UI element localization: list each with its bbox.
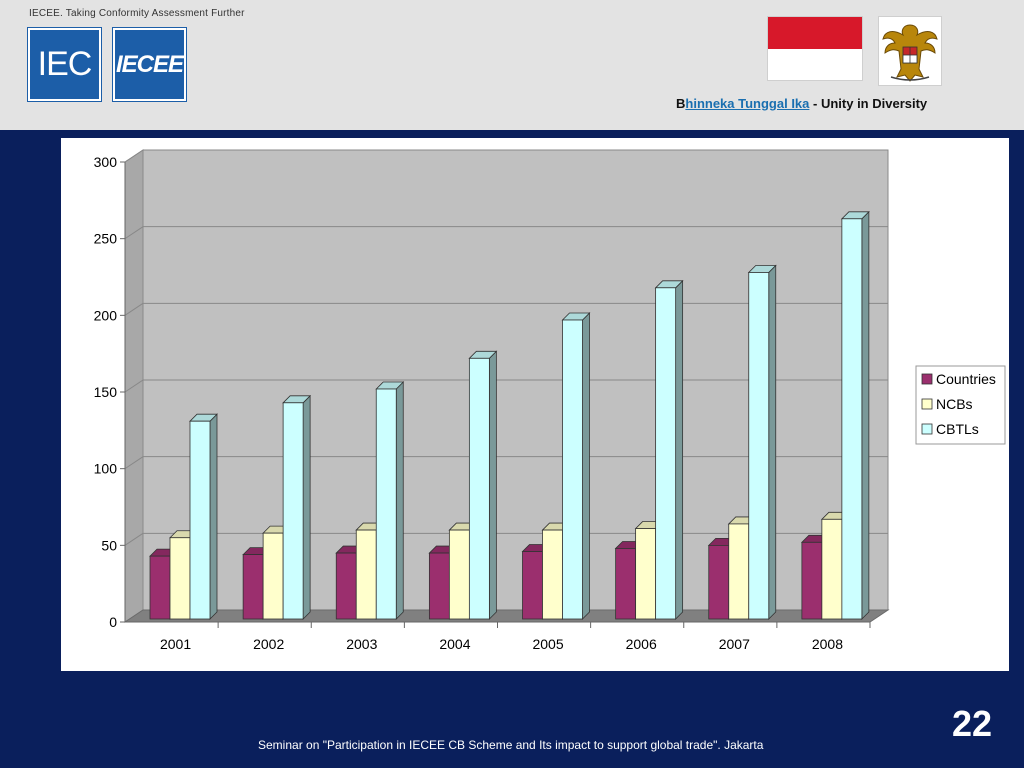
bar-cbtls-2007 [748, 272, 770, 620]
legend-label-ncbs: NCBs [936, 396, 973, 412]
bar-side-cbtls-2006 [675, 279, 684, 620]
bar-side-cbtls-2001 [209, 413, 218, 620]
motto-link[interactable]: hinneka Tunggal Ika [685, 96, 810, 111]
legend-label-countries: Countries [936, 371, 996, 387]
y-tick-label: 50 [101, 537, 117, 553]
bar-ncbs-2002 [262, 532, 284, 620]
x-tick-label: 2004 [439, 636, 470, 652]
x-tick-label: 2002 [253, 636, 284, 652]
x-tick-label: 2005 [532, 636, 563, 652]
bar-ncbs-2003 [355, 529, 377, 620]
iec-logo: IEC [27, 27, 102, 102]
legend-swatch-cbtls [921, 423, 933, 435]
gridline-side [124, 456, 144, 470]
footer-caption: Seminar on "Participation in IECEE CB Sc… [258, 738, 764, 752]
slide-header: IECEE. Taking Conformity Assessment Furt… [0, 0, 1024, 130]
gridline-side [124, 379, 144, 393]
legend-label-cbtls: CBTLs [936, 421, 979, 437]
bar-ncbs-2008 [821, 518, 843, 620]
motto-prefix: B [676, 96, 686, 111]
bar-countries-2003 [335, 552, 357, 620]
gridline-side [124, 226, 144, 240]
bar-side-cbtls-2002 [302, 394, 311, 620]
motto-suffix: - Unity in Diversity [809, 96, 928, 111]
bar-cbtls-2005 [562, 319, 583, 620]
bar-cbtls-2004 [468, 357, 490, 620]
bar-side-cbtls-2008 [861, 210, 870, 620]
x-tick-label: 2008 [812, 636, 843, 652]
bar-cbtls-2008 [841, 218, 863, 620]
bar-side-cbtls-2007 [768, 264, 777, 620]
gridline-side [124, 532, 144, 546]
bar-side-cbtls-2004 [488, 350, 497, 620]
y-tick-label: 200 [94, 307, 118, 323]
x-tick-label: 2001 [160, 636, 191, 652]
bar-cbtls-2001 [189, 420, 211, 620]
header-tagline: IECEE. Taking Conformity Assessment Furt… [29, 8, 245, 19]
motto-text: Bhinneka Tunggal Ika - Unity in Diversit… [676, 96, 927, 111]
bar-countries-2008 [801, 541, 823, 620]
bar-side-cbtls-2005 [582, 312, 590, 620]
iecee-logo: IECEE [112, 27, 187, 102]
bar-chart: 0 50 100 150 200 250 300 2001 2002 2003 2004 2005 20… [94, 149, 1006, 652]
x-tick-label: 2006 [626, 636, 657, 652]
bar-ncbs-2005 [542, 529, 563, 620]
x-tick-label: 2003 [346, 636, 377, 652]
indonesia-flag-icon [768, 17, 862, 80]
bar-side-cbtls-2003 [395, 381, 404, 620]
bar-countries-2006 [615, 548, 637, 620]
chart-panel: 0 50 100 150 200 250 300 2001 2002 2003 2004 2005 20… [61, 138, 1009, 671]
y-tick-label: 0 [109, 614, 117, 630]
bar-cbtls-2002 [282, 402, 304, 620]
legend-swatch-countries [921, 373, 933, 385]
y-tick-label: 150 [94, 384, 118, 400]
page-number: 22 [952, 703, 993, 744]
bar-countries-2001 [149, 555, 171, 620]
bar-countries-2004 [428, 552, 450, 620]
bar-cbtls-2003 [375, 388, 397, 620]
garuda-emblem-icon [879, 17, 941, 85]
y-tick-label: 300 [94, 154, 118, 170]
bar-countries-2007 [708, 544, 730, 620]
y-tick-label: 100 [94, 461, 118, 477]
bar-countries-2002 [242, 554, 264, 620]
bar-countries-2005 [522, 551, 543, 620]
gridline-side [124, 302, 144, 316]
bar-ncbs-2006 [635, 528, 657, 620]
bar-ncbs-2004 [448, 529, 470, 620]
bar-cbtls-2006 [655, 287, 677, 620]
bar-ncbs-2001 [169, 537, 191, 620]
legend-swatch-ncbs [921, 398, 933, 410]
gridline-side [124, 149, 144, 163]
bar-ncbs-2007 [728, 523, 750, 620]
x-tick-label: 2007 [719, 636, 750, 652]
y-tick-label: 250 [94, 231, 118, 247]
